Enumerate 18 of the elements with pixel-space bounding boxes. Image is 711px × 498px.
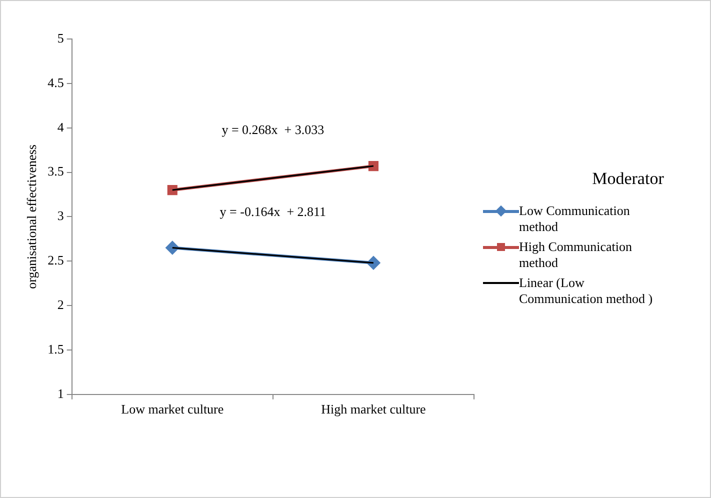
y-tick-label: 5 — [57, 30, 64, 46]
y-tick-label: 2 — [57, 296, 64, 312]
y-tick-label: 3 — [57, 208, 64, 224]
legend-title: Moderator — [591, 169, 665, 189]
x-tick-label: Low market culture — [121, 402, 224, 417]
y-tick-label: 1 — [57, 386, 64, 401]
y-tick-label: 3.5 — [48, 164, 64, 179]
annotation: y = -0.164x + 2.811 — [220, 204, 326, 219]
y-tick-label: 1.5 — [48, 341, 64, 356]
legend-label: Linear (Low Communication method ) — [519, 275, 654, 307]
annotation: y = 0.268x + 3.033 — [222, 122, 324, 138]
y-tick-label: 2.5 — [48, 252, 64, 268]
legend-label: Low Communication method — [519, 203, 631, 235]
y-axis-title: organisational effectiveness — [24, 144, 40, 289]
y-tick-label: 4 — [57, 119, 64, 134]
legend-label: High Communication method — [519, 239, 634, 271]
x-tick-label: High market culture — [321, 402, 426, 417]
y-tick-label: 4.5 — [48, 74, 64, 90]
